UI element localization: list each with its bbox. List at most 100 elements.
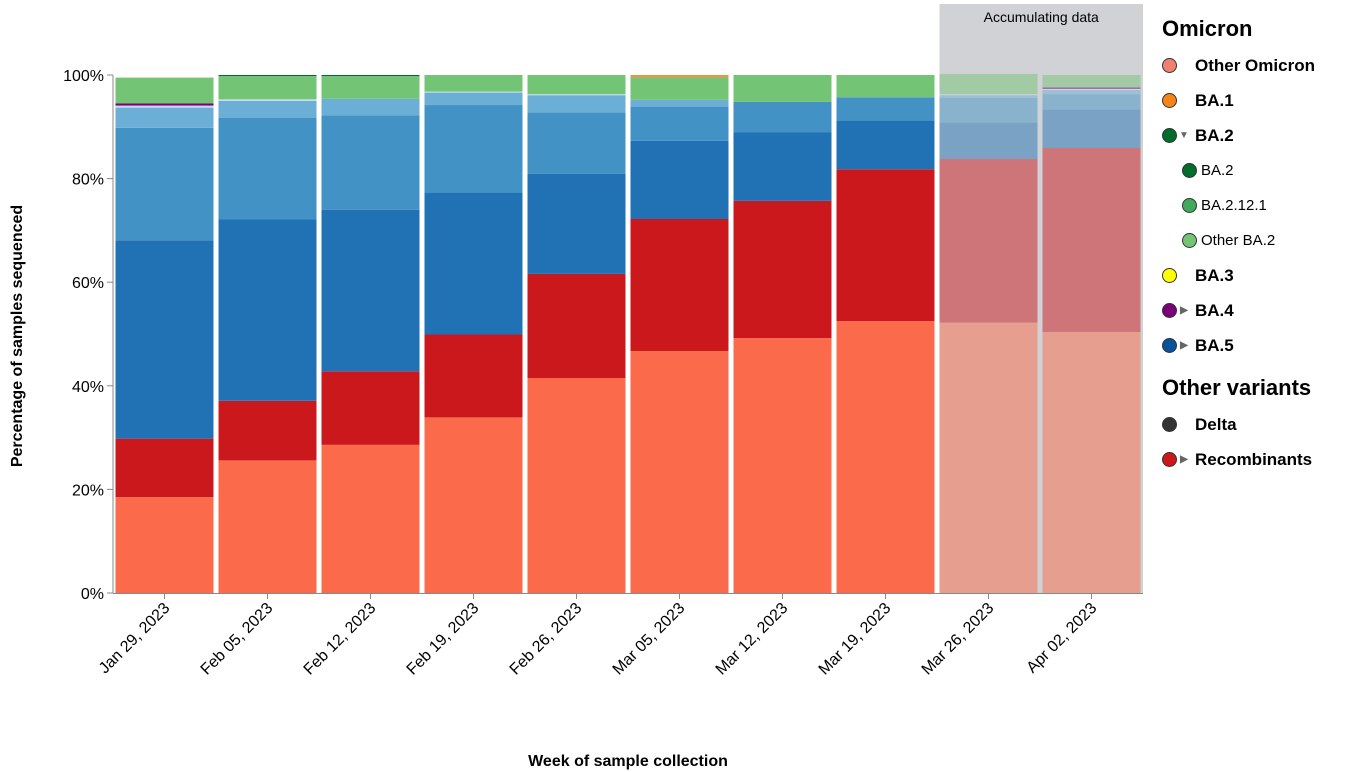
legend-item[interactable]: Other BA.2 (1162, 223, 1347, 258)
bar-stack[interactable] (1042, 75, 1141, 593)
bar-segment[interactable] (1042, 331, 1141, 593)
legend-item[interactable]: Other Omicron (1162, 48, 1347, 83)
bar-segment[interactable] (321, 444, 420, 593)
bar-segment[interactable] (115, 105, 214, 108)
bar-segment[interactable] (321, 371, 420, 445)
bar-segment[interactable] (115, 497, 214, 593)
bar-segment[interactable] (1042, 88, 1141, 91)
legend-item[interactable]: BA.2.12.1 (1162, 188, 1347, 223)
bar-segment[interactable] (115, 77, 214, 104)
bar-segment[interactable] (527, 173, 626, 274)
bar-segment[interactable] (939, 94, 1038, 96)
bar-segment[interactable] (115, 107, 214, 128)
bar-segment[interactable] (527, 95, 626, 113)
bar-segment[interactable] (424, 75, 523, 92)
bar-segment[interactable] (939, 158, 1038, 323)
bar-segment[interactable] (733, 75, 832, 102)
legend-item[interactable]: BA.3 (1162, 258, 1347, 293)
bar-stack[interactable] (424, 75, 523, 593)
expand-arrow-icon[interactable]: ▶ (1180, 305, 1188, 316)
bar-stack[interactable] (630, 75, 729, 593)
bar-segment[interactable] (218, 100, 317, 118)
bar-segment[interactable] (630, 351, 729, 593)
bar-segment[interactable] (630, 99, 729, 107)
bar-segment[interactable] (836, 120, 935, 170)
bar-segment[interactable] (527, 112, 626, 174)
bar-segment[interactable] (218, 117, 317, 220)
bar-segment[interactable] (733, 200, 832, 339)
bar-segment[interactable] (115, 103, 214, 106)
bar-segment[interactable] (424, 334, 523, 418)
x-tick-label: Mar 05, 2023 (610, 600, 689, 679)
expand-arrow-icon[interactable]: ▶ (1180, 340, 1188, 351)
bar-segment[interactable] (939, 322, 1038, 593)
bar-segment[interactable] (1042, 148, 1141, 332)
bar-segment[interactable] (1042, 75, 1141, 88)
legend-label: BA.3 (1195, 265, 1234, 285)
bar-segment[interactable] (836, 97, 935, 121)
bar-segment[interactable] (630, 75, 729, 78)
bar-segment[interactable] (321, 76, 420, 99)
bar-stack[interactable] (939, 73, 1038, 593)
bar-segment[interactable] (424, 91, 523, 93)
bar-segment[interactable] (733, 101, 832, 133)
legend-swatch-icon (1162, 93, 1177, 108)
legend-swatch-icon (1162, 268, 1177, 283)
bar-segment[interactable] (630, 219, 729, 352)
bar-segment[interactable] (630, 106, 729, 141)
bar-segment[interactable] (527, 75, 626, 95)
bar-segment[interactable] (1042, 87, 1141, 89)
bar-segment[interactable] (115, 127, 214, 241)
legend-item[interactable]: BA.1 (1162, 83, 1347, 118)
bar-segment[interactable] (218, 76, 317, 100)
bar-stack[interactable] (733, 75, 832, 593)
bar-segment[interactable] (218, 99, 317, 101)
legend-item[interactable]: ▼ BA.2 (1162, 118, 1347, 153)
bar-segment[interactable] (218, 219, 317, 401)
bar-segment[interactable] (527, 94, 626, 96)
bar-segment[interactable] (218, 400, 317, 461)
bar-segment[interactable] (836, 321, 935, 593)
bar-segment[interactable] (733, 132, 832, 201)
bar-segment[interactable] (321, 75, 420, 77)
bar-stack[interactable] (321, 75, 420, 593)
bar-segment[interactable] (1042, 90, 1141, 95)
bar-segment[interactable] (424, 92, 523, 106)
x-tick-label: Feb 12, 2023 (301, 600, 380, 679)
legend-item[interactable]: ▶ BA.5 (1162, 328, 1347, 363)
bar-segment[interactable] (424, 417, 523, 593)
legend-item[interactable]: Delta (1162, 407, 1347, 442)
bar-stack[interactable] (115, 77, 214, 593)
bar-segment[interactable] (218, 75, 317, 77)
bar-segment[interactable] (939, 122, 1038, 159)
bar-segment[interactable] (630, 77, 729, 100)
bar-segment[interactable] (939, 95, 1038, 98)
bar-stack[interactable] (836, 75, 935, 593)
bar-segment[interactable] (218, 460, 317, 593)
bar-segment[interactable] (1042, 109, 1141, 149)
legend-group-title: Omicron (1162, 16, 1253, 41)
bar-segment[interactable] (424, 192, 523, 335)
bar-segment[interactable] (115, 438, 214, 498)
bar-segment[interactable] (733, 338, 832, 593)
bar-segment[interactable] (527, 378, 626, 593)
bar-segment[interactable] (424, 105, 523, 193)
bar-segment[interactable] (527, 273, 626, 379)
bar-segment[interactable] (939, 73, 1038, 95)
bar-segment[interactable] (1042, 94, 1141, 110)
bar-segment[interactable] (836, 169, 935, 322)
bar-segment[interactable] (321, 209, 420, 372)
bar-segment[interactable] (836, 75, 935, 98)
expand-arrow-icon[interactable]: ▶ (1180, 454, 1188, 465)
bar-segment[interactable] (321, 115, 420, 210)
legend-item[interactable]: ▶ Recombinants (1162, 442, 1347, 477)
bar-stack[interactable] (218, 75, 317, 593)
legend-item[interactable]: BA.2 (1162, 153, 1347, 188)
bar-segment[interactable] (630, 140, 729, 220)
bar-segment[interactable] (321, 98, 420, 116)
bar-stack[interactable] (527, 75, 626, 593)
bar-segment[interactable] (115, 240, 214, 439)
legend-item[interactable]: ▶ BA.4 (1162, 293, 1347, 328)
collapse-arrow-icon[interactable]: ▼ (1179, 130, 1189, 141)
bar-segment[interactable] (939, 97, 1038, 123)
